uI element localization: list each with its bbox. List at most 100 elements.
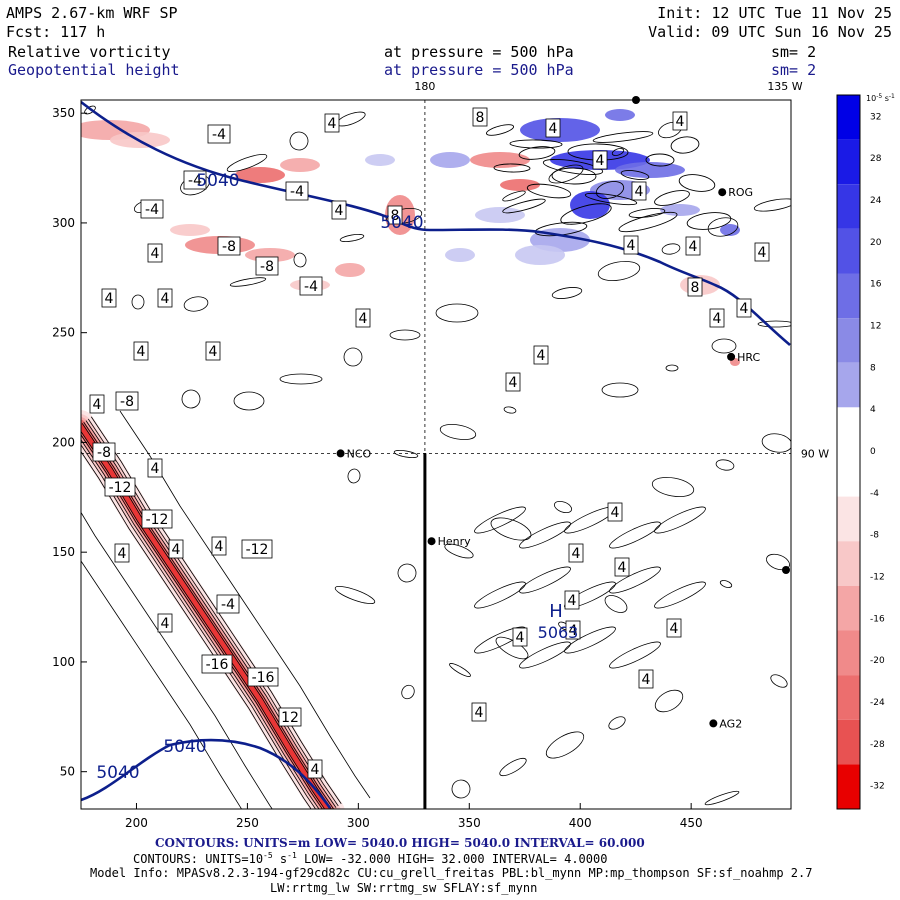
high-center-value: 5063 xyxy=(538,623,579,642)
height-contour-5040 xyxy=(81,738,332,809)
vorticity-contour-line xyxy=(397,563,417,583)
vorticity-contour-label: 4 xyxy=(307,759,323,779)
vorticity-contour-line xyxy=(707,217,739,237)
vorticity-contour-line xyxy=(449,663,471,677)
contour-label-box xyxy=(614,557,630,577)
colorbar-tick-label: 16 xyxy=(870,280,882,290)
vorticity-contour-label: 4 xyxy=(607,502,623,522)
footer-vort-exp: -5 xyxy=(263,851,273,860)
colorbar-unit: 10-5 s-1 xyxy=(866,93,895,103)
colorbar-bin xyxy=(837,496,860,542)
vorticity-contour-line xyxy=(618,211,678,233)
vorticity-contour-label: 4 xyxy=(114,543,130,563)
vorticity-contour-line xyxy=(711,338,737,354)
vorticity-contour-label: 4 xyxy=(631,181,647,201)
footer-vort-tail: LOW= -32.000 HIGH= 32.000 INTERVAL= 4.00… xyxy=(296,852,608,866)
vorticity-contour-line xyxy=(385,208,423,224)
vorticity-contour-line xyxy=(564,626,616,654)
colorbar-tick-label: -16 xyxy=(870,614,885,624)
vorticity-contour-line xyxy=(766,553,790,571)
vorticity-contour-label: -4 xyxy=(216,594,240,614)
vorticity-contour-line xyxy=(611,148,625,156)
vorticity-contour-line xyxy=(343,347,363,367)
vorticity-contour-line xyxy=(584,192,638,206)
vorticity-contour-line xyxy=(654,689,684,713)
footer-vort-rest: s xyxy=(272,852,288,866)
vorticity-shaded-cell xyxy=(720,224,740,236)
contour-label-text: 4 xyxy=(209,344,218,360)
contour-label-box xyxy=(331,200,347,220)
contour-label-box xyxy=(324,113,340,133)
vorticity-contour-line xyxy=(608,716,626,730)
height-contour-label: 5040 xyxy=(196,171,239,191)
vorticity-contour-line xyxy=(609,641,661,669)
contour-label-box xyxy=(141,509,173,529)
colorbar-bin xyxy=(837,362,860,408)
vorticity-contour-line xyxy=(181,389,201,409)
contour-label-box xyxy=(168,539,184,559)
contour-label-box xyxy=(687,277,703,297)
vorticity-contour-label: 4 xyxy=(355,308,371,328)
vorticity-contour-label: 8 xyxy=(387,205,403,225)
vorticity-contour-line xyxy=(509,139,563,149)
colorbar-tick-label: 32 xyxy=(870,112,881,122)
contour-label-box xyxy=(672,111,688,131)
vorticity-contour-label: 4 xyxy=(147,458,163,478)
vorticity-contour-line xyxy=(757,320,791,328)
vorticity-contour-label: 4 xyxy=(211,536,227,556)
contour-label-box xyxy=(505,372,521,392)
field2-smooth: sm= 2 xyxy=(771,61,817,79)
contour-label-box xyxy=(355,308,371,328)
contour-label-box xyxy=(207,124,231,144)
vorticity-contour-line xyxy=(519,566,571,594)
vorticity-contour-line xyxy=(609,521,661,549)
colorbar-tick-label: 28 xyxy=(870,154,882,164)
contour-label-text: -8 xyxy=(120,394,134,410)
contour-label-box xyxy=(147,458,163,478)
colorbar-tick-label: 0 xyxy=(870,447,876,457)
vorticity-contour-line xyxy=(131,294,145,310)
vorticity-contour-label: 4 xyxy=(331,200,347,220)
contour-label-box xyxy=(607,502,623,522)
vorticity-contour-line xyxy=(560,203,612,225)
contour-label-text: 4 xyxy=(475,705,484,721)
vorticity-contour-line xyxy=(545,731,585,759)
x-tick-label: 450 xyxy=(680,816,703,830)
field2-pressure: at pressure = 500 hPa xyxy=(384,61,574,79)
vorticity-contour-line xyxy=(526,183,572,199)
field1-name: Relative vorticity xyxy=(8,43,171,61)
vorticity-contour-label: 4 xyxy=(101,288,117,308)
height-contour-label: 5040 xyxy=(163,737,206,757)
contour-label-text: 4 xyxy=(215,539,224,555)
vorticity-contour-label: -16 xyxy=(201,654,233,674)
colorbar-tick-label: -32 xyxy=(870,782,885,792)
vorticity-contour-line xyxy=(609,566,661,594)
grid-label-180: 180 xyxy=(414,80,435,93)
contour-label-text: 8 xyxy=(476,110,485,126)
colorbar-bin xyxy=(837,318,860,363)
contour-label-text: 4 xyxy=(618,560,627,576)
vorticity-contour-label: 4 xyxy=(324,113,340,133)
contour-label-box xyxy=(564,590,580,610)
vorticity-contour-label: 4 xyxy=(614,557,630,577)
vorticity-contour-line xyxy=(183,296,209,312)
contour-label-text: 4 xyxy=(161,616,170,632)
station-marker xyxy=(718,188,727,197)
contour-label-box xyxy=(638,669,654,689)
height-contour-label: 5040 xyxy=(380,213,423,233)
contour-label-box xyxy=(216,594,240,614)
contour-label-box xyxy=(754,242,770,262)
contour-label-text: 4 xyxy=(516,630,525,646)
x-tick-label: 250 xyxy=(236,816,259,830)
vorticity-contour-label: 4 xyxy=(147,243,163,263)
contour-label-text: 4 xyxy=(161,291,170,307)
vorticity-shaded-cell xyxy=(280,158,320,172)
y-tick-label: 100 xyxy=(52,655,75,669)
vorticity-contour-line xyxy=(334,586,376,604)
model-title: AMPS 2.67-km WRF SP xyxy=(6,4,178,22)
colorbar-bin xyxy=(837,541,860,586)
contour-label-box xyxy=(247,667,279,687)
vorticity-contour-line xyxy=(444,543,474,559)
contour-label-text: 4 xyxy=(713,311,722,327)
contour-label-text: 4 xyxy=(572,546,581,562)
